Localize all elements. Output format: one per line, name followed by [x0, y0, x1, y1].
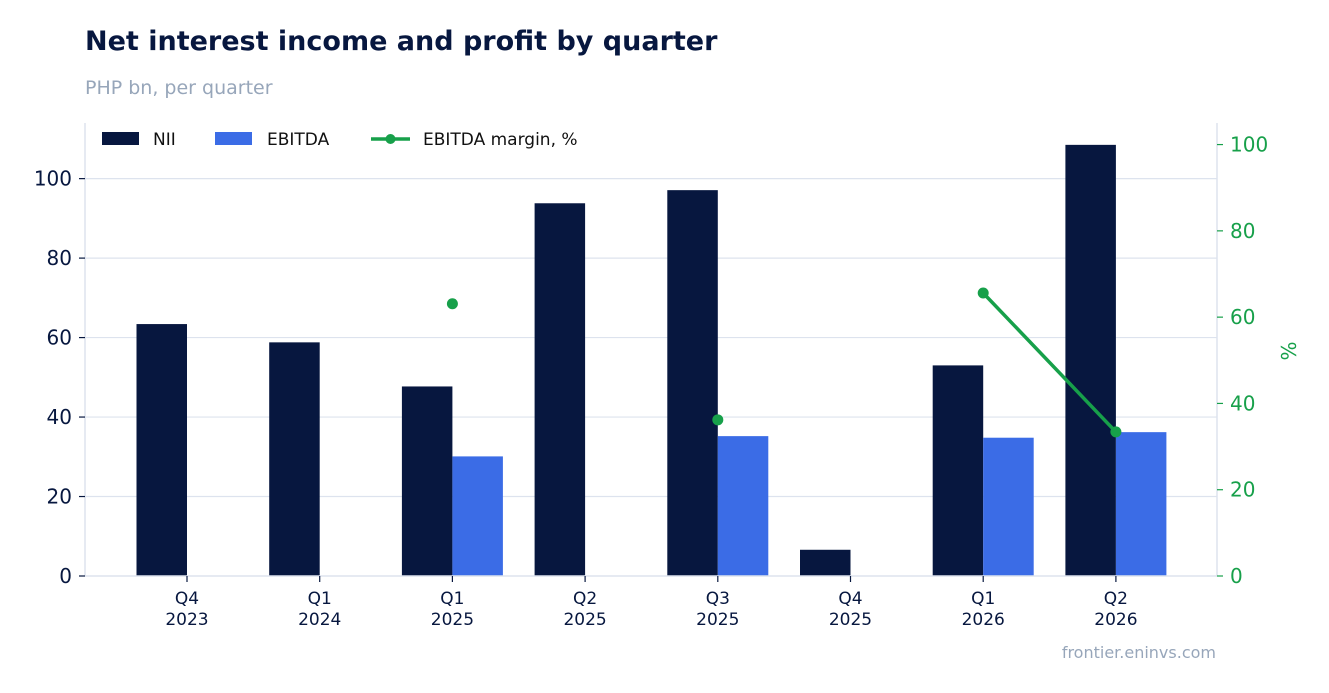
x-tick-label-quarter: Q4 — [175, 589, 199, 609]
x-tick-label-quarter: Q4 — [838, 589, 862, 609]
bar-nii — [1065, 144, 1116, 576]
bar-nii — [800, 549, 851, 576]
x-tick-label-quarter: Q1 — [308, 589, 332, 609]
legend: NII EBITDA EBITDA margin, % — [102, 130, 578, 150]
legend-label-margin: EBITDA margin, % — [423, 130, 578, 150]
legend-swatch-ebitda — [215, 132, 252, 145]
x-tick-label-quarter: Q1 — [440, 589, 464, 609]
x-tick-label-year: 2025 — [696, 610, 739, 630]
margin-point — [1110, 426, 1122, 438]
left-tick-label: 0 — [59, 564, 72, 588]
x-tick-label-year: 2025 — [563, 610, 606, 630]
chart-subtitle: PHP bn, per quarter — [85, 77, 273, 99]
bar-nii — [534, 203, 586, 576]
x-tick-label-year: 2024 — [298, 610, 341, 630]
legend-swatch-nii — [102, 132, 139, 145]
bar-ebitda — [717, 436, 769, 576]
legend-label-nii: NII — [153, 130, 176, 150]
left-tick-label: 100 — [34, 167, 72, 191]
chart-title: Net interest income and profit by quarte… — [85, 26, 718, 57]
x-tick-label-year: 2025 — [829, 610, 872, 630]
right-tick-label: 0 — [1230, 564, 1243, 588]
right-tick-label: 20 — [1230, 478, 1255, 502]
x-tick-label-quarter: Q1 — [971, 589, 995, 609]
legend-swatch-margin-point — [385, 134, 396, 144]
margin-line-segment — [981, 291, 1118, 434]
axes: 020406080100020406080100%Q42023Q12024Q12… — [34, 123, 1301, 630]
source-label: frontier.eninvs.com — [1061, 643, 1216, 662]
bar-nii — [667, 190, 718, 576]
bar-nii — [401, 386, 453, 576]
right-tick-label: 80 — [1230, 219, 1255, 243]
left-tick-label: 60 — [47, 326, 72, 350]
x-tick-label-year: 2026 — [1094, 610, 1137, 630]
right-tick-label: 40 — [1230, 391, 1255, 415]
bar-nii — [269, 342, 320, 576]
left-tick-label: 20 — [47, 485, 72, 509]
x-tick-label-year: 2023 — [165, 610, 208, 630]
legend-label-ebitda: EBITDA — [267, 130, 330, 150]
bar-ebitda — [452, 456, 503, 576]
x-tick-label-year: 2026 — [962, 610, 1005, 630]
x-tick-label-quarter: Q2 — [573, 589, 597, 609]
x-tick-label-year: 2025 — [431, 610, 474, 630]
right-axis-label: % — [1277, 341, 1301, 360]
x-tick-label-quarter: Q3 — [706, 589, 730, 609]
bar-nii — [932, 365, 984, 576]
margin-point — [977, 287, 989, 299]
left-tick-label: 40 — [47, 405, 72, 429]
left-tick-label: 80 — [47, 246, 72, 270]
bar-ebitda — [983, 437, 1034, 576]
gridlines — [85, 178, 1217, 498]
bar-nii — [136, 324, 187, 576]
right-tick-label: 100 — [1230, 133, 1268, 157]
margin-point — [712, 414, 724, 426]
bar-series — [136, 144, 1167, 576]
margin-line-series — [446, 287, 1122, 438]
right-tick-label: 60 — [1230, 305, 1255, 329]
margin-point — [446, 298, 458, 310]
x-tick-label-quarter: Q2 — [1104, 589, 1128, 609]
bar-ebitda — [1115, 432, 1167, 576]
